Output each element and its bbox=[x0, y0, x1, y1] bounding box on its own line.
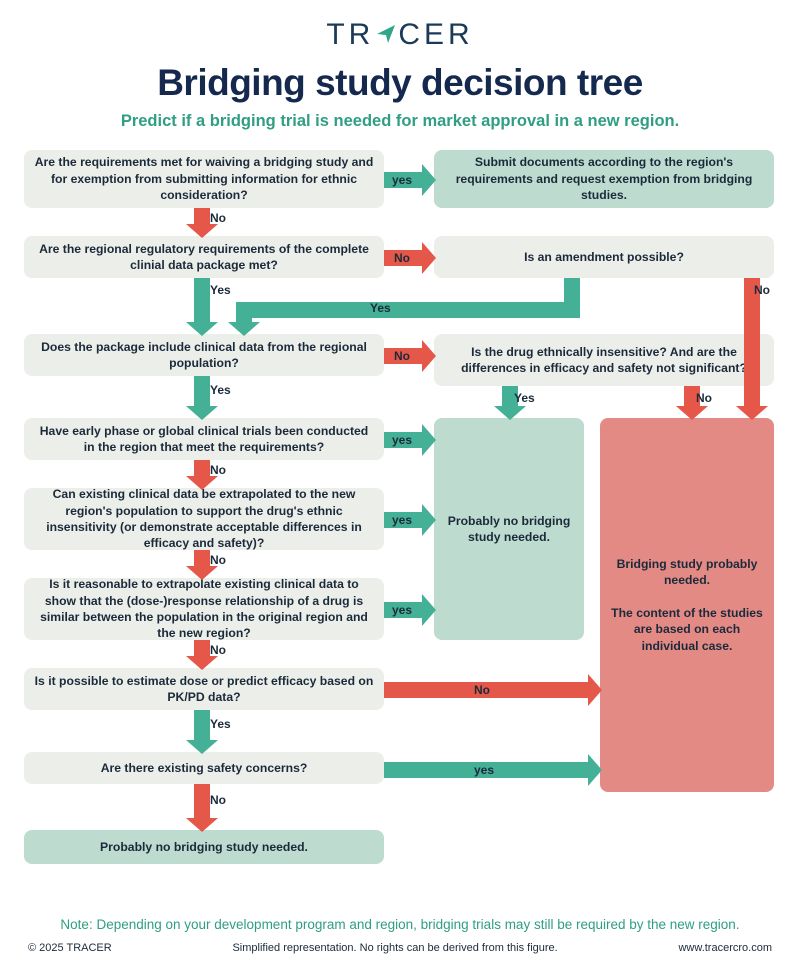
node-q2b: Is an amendment possible? bbox=[434, 236, 774, 278]
footnote: Note: Depending on your development prog… bbox=[0, 917, 800, 932]
brand-right: CER bbox=[398, 18, 473, 51]
footer: © 2025 TRACER Simplified representation.… bbox=[28, 942, 772, 954]
node-q7: Is it possible to estimate dose or predi… bbox=[24, 668, 384, 710]
node-out_good_big: Probably no bridging study needed. bbox=[434, 418, 584, 640]
node-q2: Are the regional regulatory requirements… bbox=[24, 236, 384, 278]
brand-logo: TR CER bbox=[0, 0, 800, 52]
node-out_good_bottom: Probably no bridging study needed. bbox=[24, 830, 384, 864]
node-out_bad_big: Bridging study probably needed. The cont… bbox=[600, 418, 774, 792]
node-q4: Have early phase or global clinical tria… bbox=[24, 418, 384, 460]
footer-copyright: © 2025 TRACER bbox=[28, 942, 112, 954]
node-q3b: Is the drug ethnically insensitive? And … bbox=[434, 334, 774, 386]
node-q3: Does the package include clinical data f… bbox=[24, 334, 384, 376]
footer-url: www.tracercro.com bbox=[678, 942, 772, 954]
page-title: Bridging study decision tree bbox=[0, 62, 800, 104]
brand-left: TR bbox=[326, 18, 374, 51]
node-r1: Submit documents according to the region… bbox=[434, 150, 774, 208]
footer-disclaimer: Simplified representation. No rights can… bbox=[232, 942, 557, 954]
brand-arrow-icon bbox=[374, 22, 398, 46]
flowchart-canvas: Are the requirements met for waiving a b… bbox=[24, 150, 776, 910]
node-q8: Are there existing safety concerns? bbox=[24, 752, 384, 784]
node-q5: Can existing clinical data be extrapolat… bbox=[24, 488, 384, 550]
node-q6: Is it reasonable to extrapolate existing… bbox=[24, 578, 384, 640]
node-q1: Are the requirements met for waiving a b… bbox=[24, 150, 384, 208]
page-subtitle: Predict if a bridging trial is needed fo… bbox=[0, 112, 800, 131]
